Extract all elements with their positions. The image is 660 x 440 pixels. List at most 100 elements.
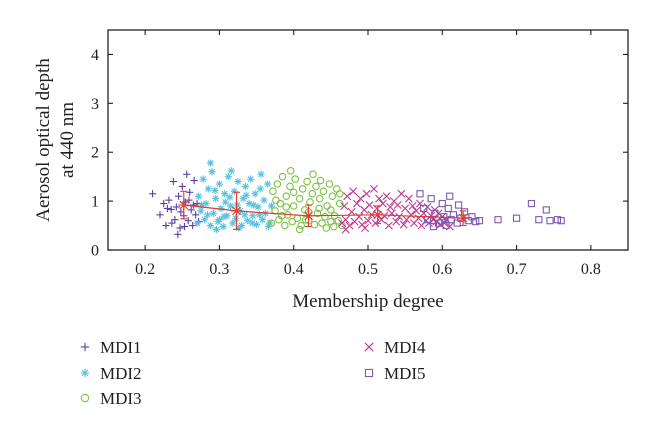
data-point-mdi2 — [258, 216, 267, 224]
data-point-mdi4 — [349, 187, 358, 196]
data-point-mdi2 — [226, 202, 235, 210]
data-point-mdi2 — [221, 198, 229, 206]
y-tick-label: 2 — [91, 145, 99, 162]
data-point-mdi5 — [453, 219, 461, 227]
data-point-mdi3 — [335, 199, 344, 208]
data-point-mdi4 — [399, 220, 408, 229]
data-point-mdi3 — [309, 170, 317, 179]
data-point-mdi1 — [189, 201, 198, 209]
legend-symbol-plus-icon — [80, 342, 90, 352]
mean-point — [178, 199, 190, 211]
data-point-mdi3 — [289, 202, 298, 210]
data-point-mdi2 — [204, 185, 212, 193]
data-point-mdi2 — [206, 159, 215, 167]
data-point-mdi4 — [432, 217, 441, 226]
data-point-mdi3 — [312, 182, 320, 191]
data-point-mdi3 — [286, 167, 295, 175]
legend-marker-square-icon — [364, 368, 374, 378]
data-point-mdi3 — [297, 221, 305, 230]
data-point-mdi2 — [257, 170, 265, 178]
data-point-mdi3 — [325, 180, 334, 188]
legend-symbol-circle-icon — [80, 393, 90, 403]
data-point-mdi3 — [295, 225, 304, 234]
data-point-mdi3 — [289, 188, 298, 197]
data-point-mdi3 — [327, 206, 335, 214]
series-mdi4 — [338, 184, 454, 234]
data-point-mdi4 — [341, 225, 350, 234]
data-point-mdi3 — [303, 177, 311, 186]
data-point-mdi2 — [260, 196, 268, 204]
legend-item-mdi2: MDI2 — [80, 364, 142, 383]
series-mdi3 — [267, 167, 346, 234]
data-point-mdi4 — [393, 201, 402, 210]
x-tick-label: 0.6 — [432, 261, 452, 278]
data-point-mdi1 — [192, 211, 200, 219]
data-point-mdi4 — [382, 192, 391, 201]
data-point-mdi2 — [195, 192, 203, 200]
data-point-mdi2 — [233, 201, 241, 209]
data-point-mdi2 — [206, 221, 215, 230]
legend-marker-circle-icon — [80, 393, 90, 403]
data-point-mdi3 — [282, 203, 291, 211]
data-point-mdi4 — [343, 192, 352, 201]
data-point-mdi3 — [338, 221, 346, 230]
data-point-mdi4 — [423, 202, 432, 211]
data-point-mdi5 — [416, 190, 424, 198]
x-tick-label: 0.8 — [581, 261, 601, 278]
legend-item-mdi1: MDI1 — [80, 338, 142, 357]
data-point-mdi5 — [427, 195, 435, 203]
data-point-mdi4 — [397, 189, 406, 198]
data-point-mdi4 — [355, 212, 364, 221]
data-point-mdi1 — [168, 219, 176, 227]
data-point-mdi5 — [446, 192, 454, 200]
data-point-mdi2 — [248, 219, 256, 227]
data-point-mdi1 — [178, 182, 186, 191]
data-point-mdi4 — [340, 202, 349, 210]
data-point-mdi5 — [494, 216, 502, 224]
data-point-mdi1 — [169, 177, 177, 186]
data-point-mdi5 — [444, 204, 452, 213]
data-point-mdi5 — [460, 208, 469, 216]
data-point-mdi5 — [442, 221, 450, 230]
data-point-mdi3 — [272, 196, 280, 204]
data-point-mdi1 — [186, 188, 194, 196]
data-point-mdi1 — [171, 216, 179, 224]
data-point-mdi3 — [273, 180, 282, 188]
data-point-mdi5 — [438, 199, 446, 208]
data-point-mdi2 — [199, 175, 207, 183]
data-point-mdi3 — [288, 217, 297, 226]
data-point-mdi2 — [226, 193, 234, 201]
data-point-mdi2 — [227, 167, 235, 175]
series-mdi5 — [416, 190, 565, 231]
data-point-mdi3 — [278, 211, 286, 220]
data-point-mdi2 — [197, 207, 205, 215]
data-point-mdi5 — [472, 218, 480, 226]
legend-item-mdi4: MDI4 — [364, 338, 426, 357]
legend-label-mdi2: MDI2 — [100, 364, 142, 383]
data-point-mdi4 — [375, 194, 384, 203]
data-point-mdi4 — [407, 210, 416, 219]
y-axis-title-line-2: at 440 nm — [57, 102, 78, 178]
data-point-mdi4 — [356, 194, 365, 203]
data-point-mdi1 — [183, 170, 191, 178]
data-point-mdi1 — [184, 217, 192, 225]
legend-symbol-asterisk-icon — [80, 368, 90, 378]
data-point-mdi4 — [364, 216, 372, 225]
mean-layer — [178, 190, 469, 231]
data-point-mdi4 — [408, 202, 417, 210]
data-point-mdi4 — [416, 199, 424, 208]
data-point-mdi1 — [167, 205, 175, 214]
data-point-mdi2 — [219, 222, 227, 231]
legend-label-mdi3: MDI3 — [100, 389, 142, 408]
data-point-mdi5 — [512, 214, 521, 222]
data-point-mdi2 — [232, 214, 240, 222]
data-point-mdi1 — [177, 208, 185, 216]
data-point-mdi3 — [306, 198, 314, 206]
data-point-mdi1 — [160, 199, 168, 208]
data-point-mdi1 — [176, 224, 184, 232]
legend-label-mdi5: MDI5 — [384, 364, 426, 383]
data-point-mdi2 — [242, 191, 250, 199]
y-tick-label: 0 — [91, 243, 99, 260]
data-point-mdi5 — [429, 222, 437, 231]
data-point-mdi3 — [276, 199, 285, 208]
